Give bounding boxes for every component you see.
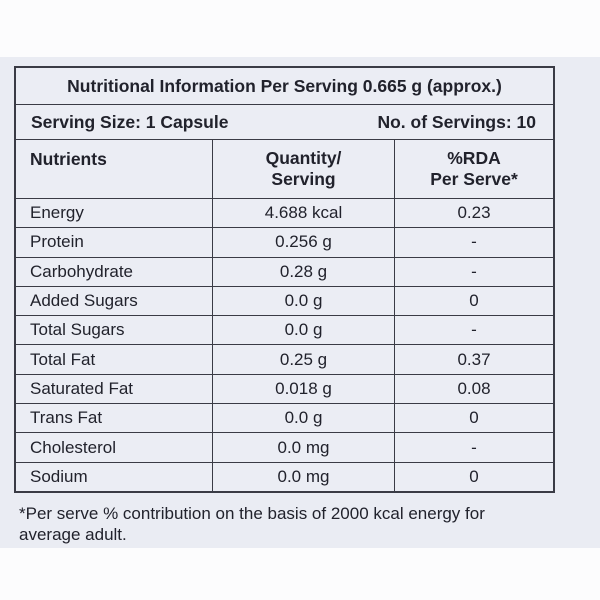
rda-header-line2: Per Serve* [430, 169, 518, 189]
table-row-cholesterol: Cholesterol 0.0 mg - [16, 432, 553, 462]
nutrient-name: Saturated Fat [30, 378, 134, 398]
nutrient-name: Added Sugars [30, 291, 138, 311]
column-header-quantity: Quantity/ Serving [212, 140, 394, 198]
table-row-carbohydrate: Carbohydrate 0.28 g - [16, 256, 553, 286]
nutrient-quantity: 0.0 g [212, 286, 394, 316]
nutrient-name: Total Sugars [30, 320, 125, 340]
column-header-nutrients: Nutrients [30, 149, 107, 169]
table-row-total-sugars: Total Sugars 0.0 g - [16, 315, 553, 345]
footnote: *Per serve % contribution on the basis o… [19, 503, 485, 545]
quantity-header-line1: Quantity/ [265, 147, 342, 168]
nutrient-rda: 0 [394, 404, 553, 433]
nutrition-table: Nutritional Information Per Serving 0.66… [14, 66, 555, 493]
nutrient-name: Cholesterol [30, 437, 116, 457]
serving-size-text: Serving Size: 1 Capsule [31, 111, 229, 132]
table-title: Nutritional Information Per Serving 0.66… [67, 75, 502, 96]
footnote-line2: average adult. [19, 525, 127, 544]
nutrient-name: Total Fat [30, 349, 96, 369]
nutrient-name: Carbohydrate [30, 261, 134, 281]
nutrient-rda: - [394, 257, 553, 286]
column-header-row: Nutrients Quantity/ Serving %RDA Per Ser… [16, 139, 553, 198]
nutrient-name: Energy [30, 203, 84, 223]
nutrient-rda: - [394, 316, 553, 345]
nutrient-quantity: 0.0 mg [212, 462, 394, 491]
table-row-saturated-fat: Saturated Fat 0.018 g 0.08 [16, 373, 553, 404]
nutrient-rda: 0 [394, 286, 553, 316]
servings-count-text: No. of Servings: 10 [377, 111, 536, 132]
table-row-added-sugars: Added Sugars 0.0 g 0 [16, 285, 553, 316]
column-header-rda: %RDA Per Serve* [394, 140, 553, 198]
nutrient-quantity: 0.0 g [212, 316, 394, 345]
footnote-line1: *Per serve % contribution on the basis o… [19, 504, 485, 523]
nutrient-rda: 0.08 [394, 374, 553, 404]
table-row-sodium: Sodium 0.0 mg 0 [16, 461, 553, 491]
nutrient-name: Trans Fat [30, 408, 103, 428]
table-row-trans-fat: Trans Fat 0.0 g 0 [16, 403, 553, 433]
nutrient-quantity: 0.0 mg [212, 433, 394, 462]
nutrient-name: Sodium [30, 466, 88, 486]
nutrient-quantity: 0.25 g [212, 345, 394, 374]
table-row-total-fat: Total Fat 0.25 g 0.37 [16, 344, 553, 374]
nutrient-quantity: 0.256 g [212, 228, 394, 257]
quantity-header-line2: Serving [271, 169, 336, 189]
nutrient-rda: - [394, 433, 553, 462]
nutrient-quantity: 0.018 g [212, 374, 394, 404]
table-row-protein: Protein 0.256 g - [16, 227, 553, 257]
label-background: Nutritional Information Per Serving 0.66… [0, 57, 600, 548]
nutrient-quantity: 0.0 g [212, 404, 394, 433]
nutrient-rda: 0.37 [394, 345, 553, 374]
rda-header-line1: %RDA [447, 147, 501, 168]
nutrient-rda: - [394, 228, 553, 257]
nutrient-quantity: 0.28 g [212, 257, 394, 286]
table-row-energy: Energy 4.688 kcal 0.23 [16, 198, 553, 228]
serving-row: Serving Size: 1 Capsule No. of Servings:… [16, 104, 553, 139]
nutrient-rda: 0.23 [394, 199, 553, 228]
nutrient-quantity: 4.688 kcal [212, 199, 394, 228]
nutrient-rda: 0 [394, 462, 553, 491]
nutrient-name: Protein [30, 232, 84, 252]
